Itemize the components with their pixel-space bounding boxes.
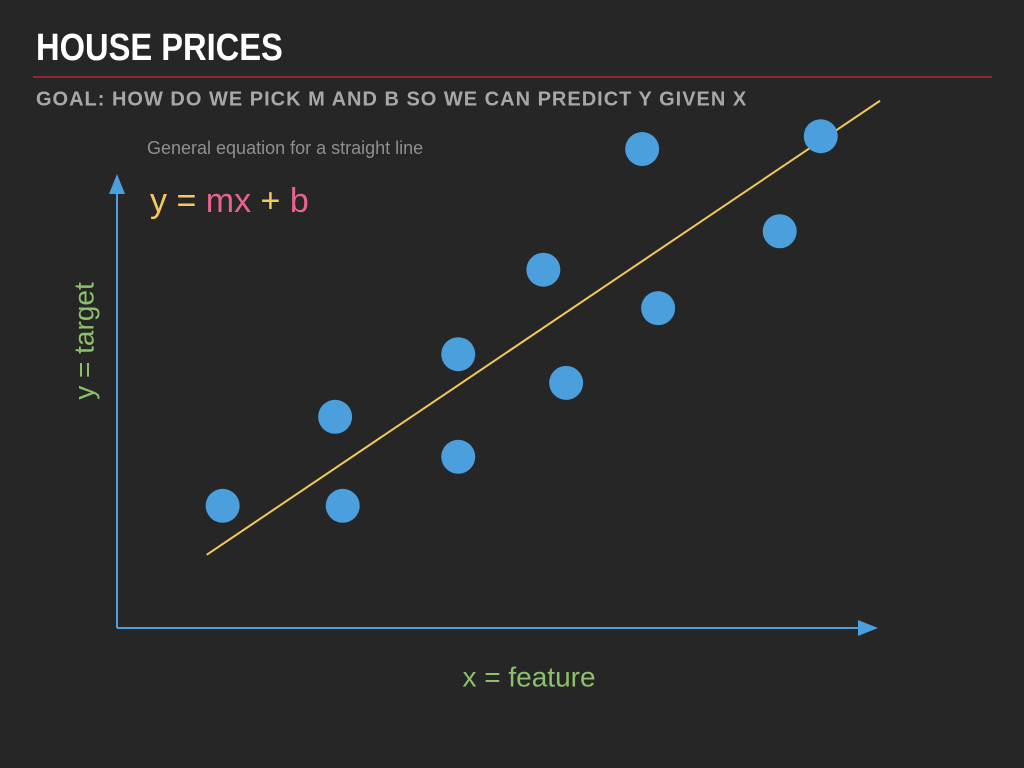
x-axis-label: x = feature bbox=[462, 661, 595, 692]
equation: y = mx + b bbox=[150, 182, 309, 220]
data-point bbox=[318, 399, 353, 434]
data-point bbox=[441, 337, 476, 372]
fit-line bbox=[206, 99, 881, 556]
data-point bbox=[762, 214, 797, 249]
data-point bbox=[526, 252, 561, 287]
slide-title: HOUSE PRICES bbox=[36, 26, 283, 69]
data-point bbox=[641, 291, 676, 326]
slide-subtitle: GOAL: HOW DO WE PICK M AND B SO WE CAN P… bbox=[36, 88, 747, 110]
y-axis-label: y = target bbox=[68, 282, 99, 400]
data-point bbox=[325, 488, 360, 523]
equation-part: y = bbox=[150, 182, 206, 220]
annotation: General equation for a straight line bbox=[147, 138, 423, 158]
data-point bbox=[625, 132, 660, 167]
data-point bbox=[205, 488, 240, 523]
equation-part: mx bbox=[206, 182, 251, 220]
equation-part: + bbox=[251, 182, 290, 220]
data-point bbox=[441, 439, 476, 474]
data-point bbox=[803, 119, 838, 154]
equation-part: b bbox=[290, 182, 309, 220]
data-point bbox=[549, 365, 584, 400]
